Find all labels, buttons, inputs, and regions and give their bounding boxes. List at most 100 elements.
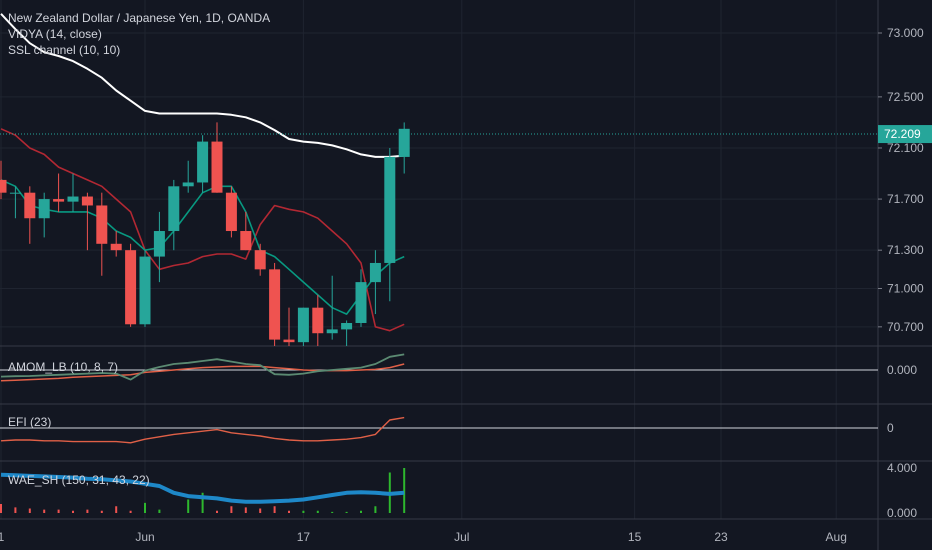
last-price-marker: 72.209 [0,125,932,144]
candle-body [0,179,7,193]
last-price-badge [878,125,932,144]
time-axis-label: 1 [0,530,5,544]
candle-body [297,307,309,343]
wae-tick-label: 4.000 [887,461,917,475]
wae-bar-down [115,506,118,513]
price-tick-label: 71.000 [887,282,924,296]
candle-body [139,256,151,325]
candle-body [9,192,21,194]
price-tick-label: 73.000 [887,26,924,40]
wae-bar-down [28,508,31,513]
candle-body [81,196,93,206]
wae-bar-up [345,511,348,513]
candle-body [254,250,266,270]
time-axis-label: Jun [135,530,154,544]
efi-tick-label: 0 [887,421,894,435]
efi-legend: EFI (23) [8,415,52,429]
wae-bar-down [230,506,233,513]
candle-body [211,141,223,193]
candle-body [312,307,324,334]
price-tick-label: 70.700 [887,320,924,334]
time-axis-label: Jul [454,530,469,544]
candle-body [197,141,209,183]
candle-body [240,231,252,251]
wae-bar-up [316,510,319,513]
wae-bar-down [72,510,74,513]
wae-bar-down [57,509,60,513]
efi-line [0,416,405,444]
time-axis-label: 17 [297,530,311,544]
candles [0,122,410,346]
amom-fast-line [0,353,405,381]
wae-pane: 4.000 0.000 [0,461,917,520]
ssl-legend: SSL channel (10, 10) [8,43,121,57]
wae-bar-up [201,492,204,513]
vidya-path [0,13,405,158]
candle-body [38,199,50,219]
wae-bar-up [144,502,146,513]
candle-body [96,205,108,244]
candle-body [369,262,381,283]
candle-body [67,196,79,202]
vidya-line [0,13,405,158]
ssl-up-line [0,179,405,315]
wae-tick-label: 0.000 [887,506,917,520]
wae-legend: WAE_SH (150, 31, 43, 22) [8,473,150,487]
price-axis: 73.000 72.500 72.100 71.700 71.300 71.000 70.7… [878,26,924,334]
last-price-label: 72.209 [884,127,921,141]
wae-bar-up [403,468,406,513]
wae-bar-up [158,509,161,513]
efi-pane: 0 [0,416,894,444]
vidya-legend: VIDYA (14, close) [8,27,102,41]
candle-body [182,182,194,187]
wae-bar-down [14,507,17,513]
candle-body [24,192,36,219]
wae-bar-down [288,510,290,513]
candle-body [269,269,281,340]
wae-bar-up [187,499,190,513]
price-tick-label: 71.700 [887,192,924,206]
price-tick-label: 72.100 [887,141,924,155]
wae-bar-up [331,511,334,513]
wae-bar-down [273,506,276,513]
amom-pane: 0.000 [0,353,917,382]
candle-body [326,329,338,334]
candle-body [225,192,237,232]
wae-bar-down [216,510,218,513]
candle-body [355,282,367,324]
time-axis-label: 23 [714,530,728,544]
wae-bar-up [302,510,305,513]
price-tick-label: 71.300 [887,243,924,257]
amom-slow-line [0,363,405,382]
time-axis-label: 15 [628,530,642,544]
wae-bar-up [374,506,377,513]
wae-bar-down [43,509,46,513]
wae-bar-down [100,510,103,513]
price-tick-label: 72.500 [887,90,924,104]
wae-bar-down [244,507,247,513]
time-axis-label: Aug [826,530,847,544]
ssl-channel [0,128,405,332]
candle-body [398,128,410,157]
ssl-down-line [0,128,405,332]
candle-body [341,323,353,330]
wae-bar-down [259,508,262,513]
candle-body [283,339,295,343]
candle-body [125,250,137,325]
candle-body [384,156,396,263]
candle-body [168,186,180,232]
amom-tick-label: 0.000 [887,363,917,377]
wae-bar-down [86,509,89,513]
wae-bar-down [0,504,2,513]
wae-bar-up [360,510,362,513]
amom-legend: AMOM_LB (10, 8, 7) [8,360,119,374]
candle-body [53,199,65,202]
main-legend: New Zealand Dollar / Japanese Yen, 1D, O… [8,10,270,58]
chart-title: New Zealand Dollar / Japanese Yen, 1D, O… [8,11,271,25]
wae-explosion-line [0,472,405,504]
time-axis: 1 Jun 17 Jul 15 23 Aug [0,530,847,544]
wae-bar-down [129,510,132,513]
candle-body [110,243,122,251]
